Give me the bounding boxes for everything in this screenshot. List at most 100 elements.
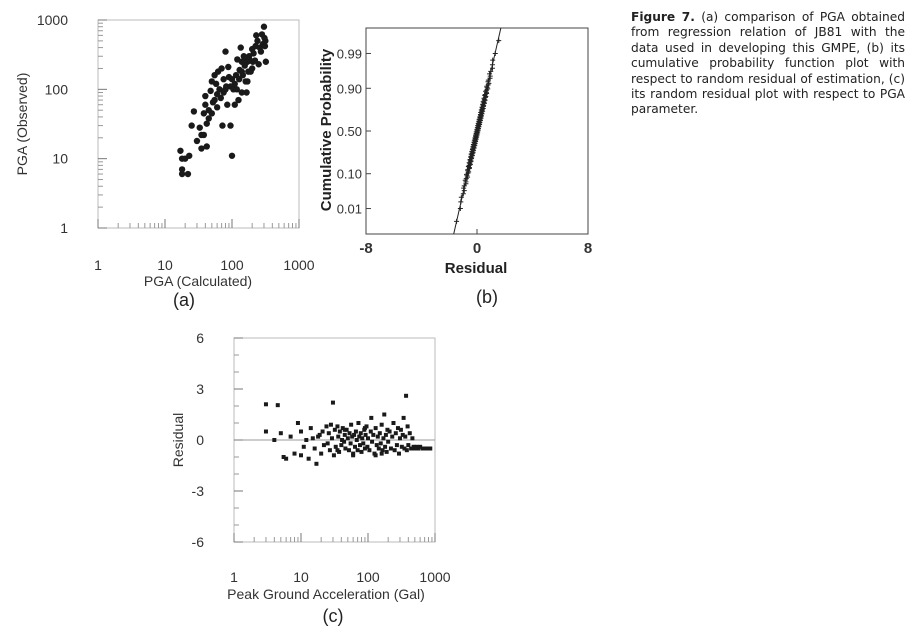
chart-c-x-tick-label: 1000 (419, 569, 450, 585)
chart-c-point (382, 412, 387, 417)
chart-c-point (292, 451, 297, 456)
chart-a-point (196, 124, 203, 131)
chart-a-point (238, 89, 245, 96)
chart-c-point (360, 436, 365, 441)
chart-c-point (385, 427, 390, 432)
chart-c-x-tick-label: 10 (293, 569, 309, 585)
chart-c-point (369, 415, 374, 420)
chart-a-point (243, 89, 250, 96)
chart-a-point (184, 170, 192, 178)
chart-c-point (301, 444, 306, 449)
chart-a-point (178, 166, 186, 173)
chart-a-points (177, 23, 270, 178)
chart-c-point (398, 427, 403, 432)
chart-c-point (328, 422, 333, 427)
chart-c-point (327, 448, 332, 453)
chart-c-point (362, 426, 367, 431)
chart-c-y-tick-label: -6 (192, 534, 205, 550)
chart-c-point (337, 429, 342, 434)
chart-c-point (378, 441, 383, 446)
chart-c-point (358, 443, 363, 448)
chart-a-point (233, 86, 241, 93)
chart-b-y-tick-label: 0.01 (337, 202, 362, 217)
chart-b-labels: 0.01 0.10 0.50 0.90 0.99 -8 0 8 (337, 46, 592, 257)
chart-a-point (261, 42, 269, 50)
chart-c-points (263, 393, 433, 466)
chart-c-point (275, 403, 280, 408)
chart-c-point (310, 436, 315, 441)
chart-c-point (342, 439, 347, 444)
chart-a-ticks (97, 19, 300, 229)
chart-c-point (295, 421, 300, 425)
chart-c-point (284, 456, 289, 461)
chart-a-point (244, 78, 251, 85)
chart-c-point (314, 461, 319, 466)
chart-c-point (375, 434, 380, 439)
chart-c-point (404, 393, 409, 398)
chart-a-point (218, 65, 225, 72)
chart-b-point (488, 68, 494, 74)
chart-c-point (371, 432, 376, 437)
chart-c-y-tick-label: 3 (196, 381, 204, 397)
chart-c-point (428, 446, 433, 451)
chart-b-point (458, 194, 464, 200)
chart-a-point (222, 48, 229, 55)
chart-b-xlabel: Residual (445, 260, 508, 277)
chart-a-point (262, 58, 270, 65)
chart-c-point (380, 448, 385, 453)
chart-a-point (228, 152, 236, 159)
chart-b-point (461, 188, 467, 194)
chart-c-point (379, 451, 384, 456)
chart-b-y-tick-label: 0.90 (337, 81, 362, 96)
chart-c-point (395, 426, 400, 431)
chart-c-panel-label: (c) (323, 606, 344, 626)
chart-a-point (188, 122, 195, 129)
chart-c: 1 10 100 1000 6 3 0 -3 -6 Peak Ground Accelerati… (170, 330, 451, 626)
chart-b-point (466, 169, 472, 175)
chart-c-point (365, 444, 370, 449)
chart-c-point (335, 424, 340, 429)
chart-c-point (304, 438, 309, 442)
chart-c-point (358, 431, 363, 436)
chart-c-point (420, 446, 425, 451)
chart-a-point (205, 115, 212, 122)
chart-c-point (383, 432, 388, 437)
chart-a-labels: 1 10 100 1000 1 10 100 1000 (37, 12, 315, 273)
chart-c-point (345, 436, 350, 441)
chart-a-point (178, 170, 186, 178)
chart-a-y-tick-label: 1000 (37, 12, 68, 28)
chart-c-point (355, 448, 360, 453)
chart-b-point (454, 218, 460, 224)
chart-c-point (343, 446, 348, 451)
chart-c-point (374, 443, 379, 448)
chart-a-point (190, 108, 198, 115)
chart-c-point (347, 431, 352, 436)
chart-b-point (496, 38, 502, 44)
chart-c-point (321, 443, 326, 448)
chart-b-x-tick-label: 8 (584, 240, 592, 257)
chart-a-point (211, 96, 218, 104)
chart-c-point (357, 434, 362, 439)
chart-c-point (363, 432, 368, 437)
chart-c-point (388, 446, 393, 451)
chart-c-point (400, 432, 405, 437)
chart-b-y-tick-label: 0.99 (337, 46, 362, 61)
chart-c-point (384, 449, 389, 454)
chart-a-xlabel: PGA (Calculated) (144, 273, 252, 289)
chart-c-point (330, 400, 335, 405)
chart-c-point (340, 426, 345, 431)
chart-a-point (219, 122, 226, 129)
chart-c-point (403, 434, 408, 439)
chart-a-panel-label: (a) (173, 290, 195, 310)
chart-c-point (376, 446, 381, 451)
chart-c-ylabel: Residual (170, 413, 186, 467)
chart-a-x-tick-label: 1 (94, 257, 102, 273)
chart-c-y-tick-label: -3 (192, 483, 205, 499)
chart-c-x-tick-label: 1 (230, 569, 238, 585)
chart-b-ticks (365, 52, 589, 234)
chart-a-point (202, 92, 209, 100)
chart-a-point (254, 37, 261, 45)
chart-c-point (396, 451, 401, 456)
chart-a-point (255, 61, 262, 68)
